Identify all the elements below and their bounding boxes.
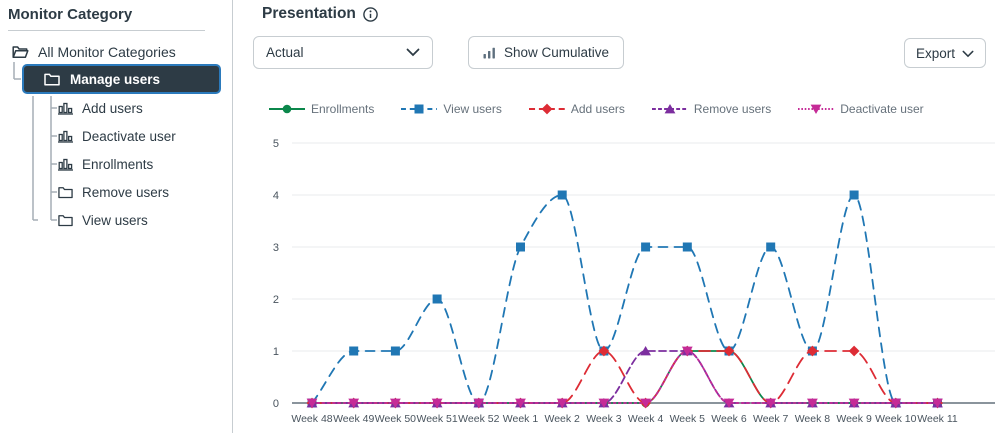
legend-item-deactivate-user[interactable]: Deactivate user	[798, 102, 924, 116]
button-label: Show Cumulative	[504, 45, 610, 60]
sidebar-title: Monitor Category	[8, 6, 133, 23]
sidebar-item-label: Manage users	[70, 71, 161, 87]
svg-text:Week 2: Week 2	[544, 413, 580, 425]
svg-text:Week 4: Week 4	[628, 413, 664, 425]
chart-controls: Actual Show Cumulative Export	[253, 36, 986, 69]
sidebar-item-view-users[interactable]: View users	[58, 210, 148, 230]
select-value: Actual	[266, 45, 304, 60]
legend-item-enrollments[interactable]: Enrollments	[269, 102, 374, 116]
export-button[interactable]: Export	[903, 38, 986, 68]
sidebar-item-label: Remove users	[82, 184, 170, 200]
svg-text:Week 3: Week 3	[586, 413, 622, 425]
svg-text:Week 1: Week 1	[503, 413, 539, 425]
svg-text:Week 10: Week 10	[875, 413, 916, 425]
svg-text:Week 5: Week 5	[670, 413, 706, 425]
legend-item-add-users[interactable]: Add users	[528, 102, 625, 116]
bar-chart-icon	[58, 102, 73, 115]
legend-label: View users	[443, 102, 502, 116]
open-folder-icon	[12, 45, 29, 59]
svg-text:Week 11: Week 11	[917, 413, 958, 425]
svg-text:0: 0	[273, 398, 279, 410]
sidebar-item-deactivate-user[interactable]: Deactivate user	[58, 126, 176, 146]
sidebar-item-all-monitor-categories[interactable]: All Monitor Categories	[12, 42, 176, 62]
legend-item-remove-users[interactable]: Remove users	[651, 102, 772, 116]
sidebar-item-label: Deactivate user	[82, 128, 176, 144]
svg-text:4: 4	[273, 190, 279, 202]
chart-legend: Enrollments View users Add users Remove use…	[269, 102, 924, 116]
line-chart: 0 1 2 3 4 5 Week 48 Week 49 Week 50 Week 51 Week 5…	[233, 130, 998, 433]
legend-label: Remove users	[693, 102, 772, 116]
sidebar-item-add-users[interactable]: Add users	[58, 98, 143, 118]
sidebar-item-label: Add users	[82, 100, 143, 116]
svg-text:Week 52: Week 52	[458, 413, 499, 425]
svg-text:2: 2	[273, 294, 279, 306]
sidebar-item-remove-users[interactable]: Remove users	[58, 182, 169, 202]
svg-text:Week 49: Week 49	[333, 413, 374, 425]
monitor-category-sidebar: Monitor Category All Monitor Categories	[0, 0, 233, 433]
svg-text:Week 9: Week 9	[836, 413, 872, 425]
presentation-metric-select[interactable]: Actual	[253, 36, 433, 69]
chevron-down-icon	[962, 46, 974, 61]
svg-text:Week 50: Week 50	[375, 413, 416, 425]
svg-text:Week 48: Week 48	[291, 413, 332, 425]
svg-text:Week 51: Week 51	[416, 413, 457, 425]
folder-icon	[58, 214, 73, 227]
sidebar-divider	[8, 30, 205, 31]
sidebar-item-manage-users[interactable]: Manage users	[22, 64, 221, 94]
svg-text:3: 3	[273, 242, 279, 254]
sidebar-item-label: Enrollments	[82, 156, 154, 172]
bar-chart-icon	[483, 47, 496, 59]
bar-chart-icon	[58, 130, 73, 143]
legend-label: Deactivate user	[840, 102, 924, 116]
legend-item-view-users[interactable]: View users	[401, 102, 502, 116]
svg-text:Week 6: Week 6	[711, 413, 747, 425]
svg-text:Week 8: Week 8	[795, 413, 831, 425]
svg-text:5: 5	[273, 138, 279, 150]
folder-icon	[58, 186, 73, 199]
svg-text:1: 1	[273, 346, 279, 358]
chevron-down-icon	[406, 48, 420, 57]
legend-label: Add users	[570, 102, 625, 116]
panel-title: Presentation	[262, 5, 356, 22]
sidebar-item-label: All Monitor Categories	[38, 44, 176, 60]
folder-icon	[44, 73, 60, 86]
bar-chart-icon	[58, 158, 73, 171]
svg-text:Week 7: Week 7	[753, 413, 789, 425]
sidebar-item-label: View users	[82, 212, 148, 228]
presentation-panel: Presentation Actual Show Cumulative Expo…	[233, 0, 998, 433]
legend-label: Enrollments	[311, 102, 375, 116]
info-icon[interactable]	[363, 6, 378, 22]
panel-title-row: Presentation	[262, 5, 378, 23]
button-label: Export	[915, 45, 955, 61]
sidebar-item-enrollments[interactable]: Enrollments	[58, 154, 153, 174]
show-cumulative-button[interactable]: Show Cumulative	[468, 36, 625, 69]
